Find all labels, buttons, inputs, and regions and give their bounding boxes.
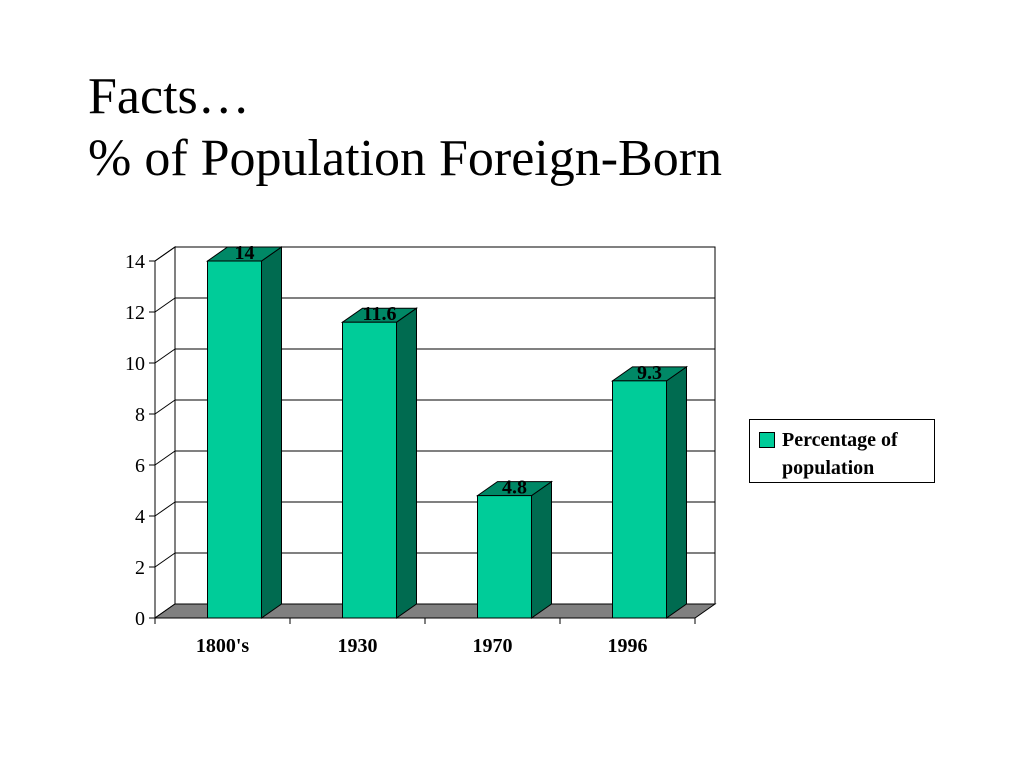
bar-series <box>205 246 689 619</box>
y-tick-label: 6 <box>135 455 145 477</box>
data-label: 4.8 <box>502 477 527 499</box>
y-tick-label: 0 <box>135 608 145 630</box>
bar <box>610 365 689 619</box>
legend-label: Percentage of population <box>782 429 898 479</box>
x-tick-label: 1996 <box>608 635 648 657</box>
bar <box>475 480 554 619</box>
title-line-2: % of Population Foreign-Born <box>88 130 723 187</box>
y-axis: 0 2 4 6 8 10 12 14 <box>125 251 156 630</box>
y-tick-label: 10 <box>125 353 145 375</box>
bar-side <box>666 365 687 619</box>
bar-front <box>342 321 397 619</box>
x-tick-label: 1800's <box>196 635 250 657</box>
y-tick-label: 2 <box>135 557 145 579</box>
slide-title: Facts… % of Population Foreign-Born <box>88 66 722 190</box>
x-tick-label: 1970 <box>473 635 513 657</box>
data-label: 11.6 <box>363 303 397 325</box>
bar-side <box>531 480 552 619</box>
bar-front <box>477 495 532 619</box>
data-label: 14 <box>235 242 255 264</box>
data-labels: 14 11.6 4.8 9.3 <box>235 242 663 499</box>
bar-side <box>396 307 417 619</box>
x-axis: 1800's 1930 1970 1996 <box>154 617 696 657</box>
y-tick-label: 14 <box>125 251 145 273</box>
bar-side <box>261 246 282 619</box>
plot-side-wall <box>154 246 176 619</box>
y-tick-label: 8 <box>135 404 145 426</box>
title-line-1: Facts… <box>88 68 250 125</box>
bar-front <box>612 380 667 619</box>
bar <box>205 246 284 619</box>
legend-swatch <box>759 432 775 448</box>
chart-legend: Percentage of population <box>749 419 935 483</box>
y-tick-label: 4 <box>135 506 145 528</box>
x-tick-label: 1930 <box>338 635 378 657</box>
bar <box>340 307 419 619</box>
data-label: 9.3 <box>637 362 662 384</box>
y-tick-label: 12 <box>125 302 145 324</box>
bar-front <box>207 260 262 619</box>
